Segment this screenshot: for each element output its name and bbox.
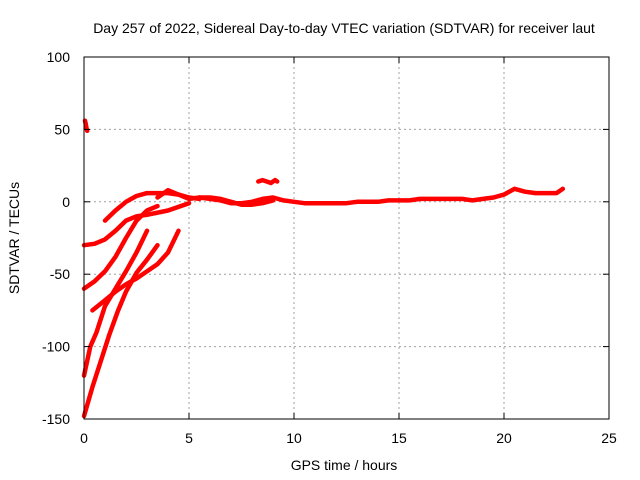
y-tick-label: -50 bbox=[50, 266, 70, 282]
series-line-arc-7 bbox=[90, 228, 181, 313]
series-line-arc-10 bbox=[197, 195, 276, 207]
grid bbox=[84, 57, 609, 419]
chart-title: Day 257 of 2022, Sidereal Day-to-day VTE… bbox=[93, 20, 595, 36]
ticks: 0 5 10 15 20 25 -150 -100 -50 0 50 100 bbox=[42, 49, 617, 446]
y-tick-label: 0 bbox=[62, 194, 70, 210]
x-tick-label: 0 bbox=[80, 430, 88, 446]
series-line-arc-2 bbox=[81, 200, 192, 248]
x-tick-label: 10 bbox=[286, 430, 302, 446]
series-line-arc-9 bbox=[256, 177, 280, 186]
y-tick-label: 100 bbox=[47, 49, 71, 65]
y-tick-label: -150 bbox=[42, 411, 70, 427]
axes-frame bbox=[83, 56, 610, 420]
series-line-arc-6 bbox=[81, 242, 160, 419]
x-tick-label: 5 bbox=[185, 430, 193, 446]
series-line-arc-3 bbox=[81, 203, 160, 291]
y-axis-label: SDTVAR / TECUs bbox=[6, 182, 22, 294]
x-axis-label: GPS time / hours bbox=[291, 457, 398, 473]
y-tick-label: -100 bbox=[42, 339, 70, 355]
y-tick-label: 50 bbox=[54, 121, 70, 137]
x-tick-label: 15 bbox=[391, 430, 407, 446]
x-tick-label: 20 bbox=[496, 430, 512, 446]
plot-area bbox=[81, 118, 566, 419]
series-line-arc-8 bbox=[155, 186, 566, 206]
x-tick-label: 25 bbox=[601, 430, 617, 446]
